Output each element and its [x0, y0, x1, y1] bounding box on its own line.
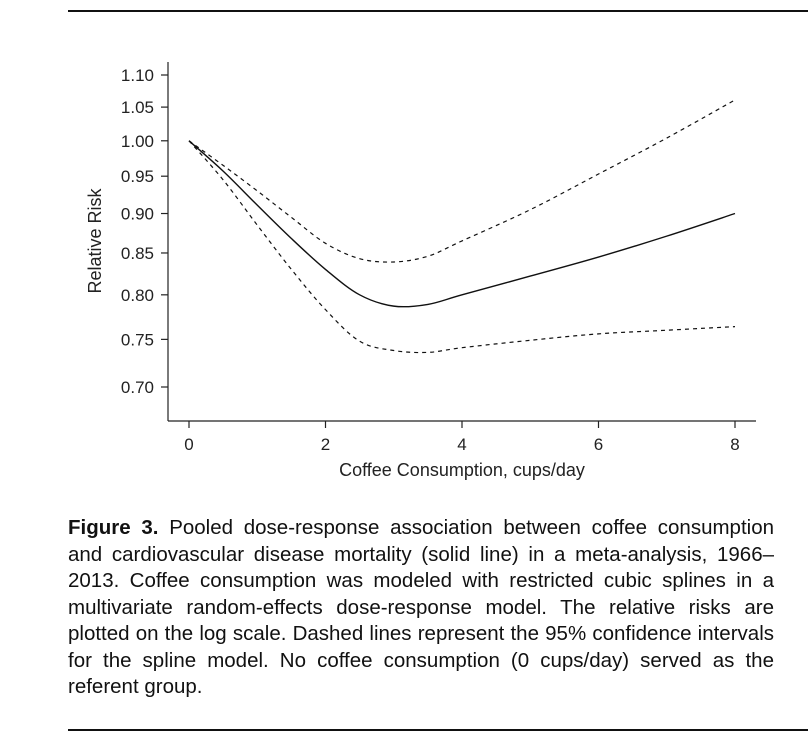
upper-ci-line — [188, 99, 736, 263]
top-rule — [68, 10, 808, 12]
x-tick-label: 4 — [457, 435, 466, 454]
y-tick-label: 1.10 — [121, 66, 154, 85]
chart-series — [188, 99, 736, 354]
y-tick-label: 0.85 — [121, 244, 154, 263]
bottom-rule — [68, 729, 808, 731]
x-axis-title: Coffee Consumption, cups/day — [339, 460, 585, 480]
figure-caption: Figure 3. Pooled dose-response associati… — [68, 515, 774, 701]
y-tick-label: 0.95 — [121, 167, 154, 186]
y-tick-label: 0.90 — [121, 205, 154, 224]
relative-risk-line — [188, 140, 736, 308]
x-axis-ticks: 0 2 4 6 8 — [184, 421, 740, 454]
caption-label: Figure 3. — [68, 516, 159, 539]
y-axis-title: Relative Risk — [85, 187, 105, 293]
y-tick-label: 0.75 — [121, 330, 154, 349]
x-tick-label: 6 — [594, 435, 603, 454]
y-tick-label: 1.00 — [121, 132, 154, 151]
caption-text: Pooled dose-response association between… — [68, 516, 774, 698]
relative-risk-chart: 0.70 0.75 0.80 0.85 0.90 0.95 1.00 1.05 1.10 0 2 4… — [85, 62, 756, 480]
y-tick-label: 0.80 — [121, 286, 154, 305]
lower-ci-line — [188, 140, 736, 354]
y-tick-label: 0.70 — [121, 378, 154, 397]
x-tick-label: 0 — [184, 435, 193, 454]
y-axis-ticks: 0.70 0.75 0.80 0.85 0.90 0.95 1.00 1.05 1.10 — [121, 66, 168, 397]
x-tick-label: 2 — [321, 435, 330, 454]
y-tick-label: 1.05 — [121, 98, 154, 117]
x-tick-label: 8 — [730, 435, 739, 454]
